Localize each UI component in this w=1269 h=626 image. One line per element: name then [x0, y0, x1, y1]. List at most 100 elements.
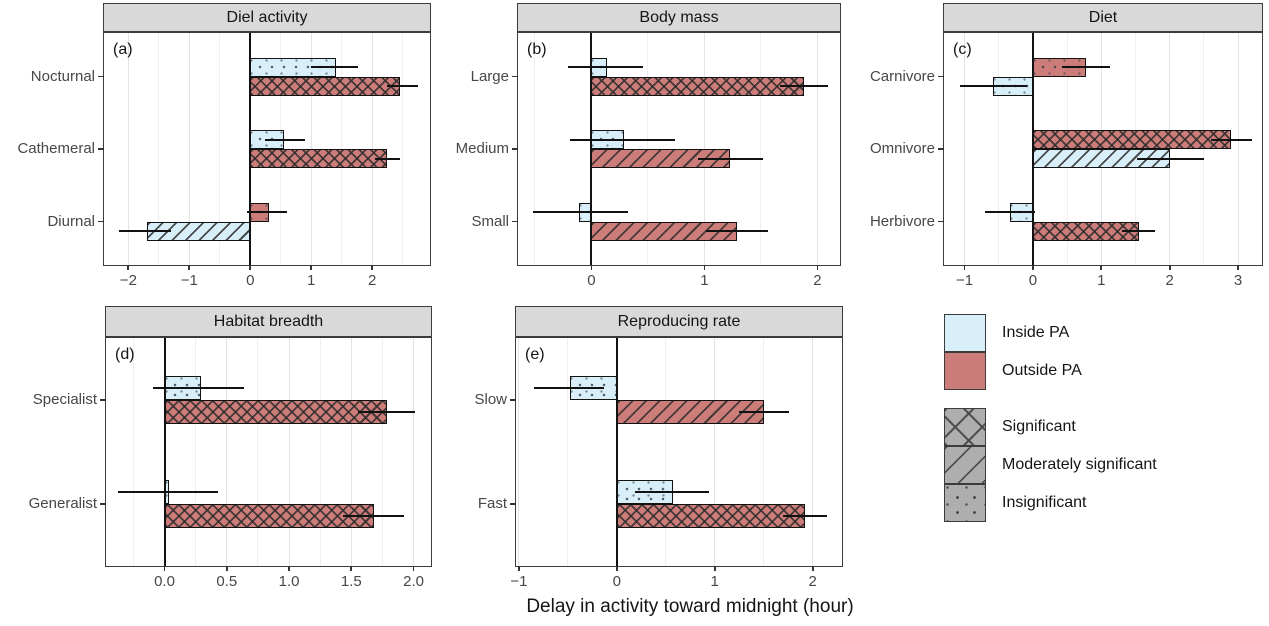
x-axis-tick [127, 265, 130, 270]
x-tick-label: −1 [510, 573, 528, 590]
x-axis-tick [188, 265, 191, 270]
x-tick-label: 2 [813, 272, 822, 289]
x-axis: −1 0 1 2 3 [944, 265, 1262, 299]
y-axis-tick [512, 75, 518, 78]
facet-strip: Diet [943, 3, 1263, 32]
x-axis-tick [963, 265, 966, 270]
category-label-large: Large [470, 67, 509, 85]
major-gridline [413, 338, 415, 566]
facet-strip: Habitat breadth [105, 306, 432, 337]
x-axis-tick [371, 265, 373, 270]
minor-gridline [998, 33, 1000, 265]
error-bar [569, 138, 676, 141]
error-bar [959, 85, 1028, 87]
y-axis-tick [98, 220, 104, 223]
category-label-fast: Fast [477, 494, 507, 512]
legend-label: Moderately significant [1002, 456, 1157, 473]
category-label-herbivore: Herbivore [869, 212, 935, 230]
category-label-generalist: Generalist [28, 494, 97, 512]
major-gridline [226, 338, 228, 566]
x-axis-tick [225, 566, 228, 571]
x-tick-label: 0 [246, 272, 255, 289]
category-label-cathemeral: Cathemeral [17, 140, 95, 157]
category-label-carnivore: Carnivore [869, 67, 935, 85]
x-axis: 0.0 0.5 1.0 1.5 2.0 [106, 566, 431, 600]
major-gridline [188, 33, 190, 265]
x-axis-tick [163, 566, 166, 571]
y-axis-tick [98, 75, 104, 78]
bar-fast-outside-pa [616, 503, 805, 528]
plot-area: (a) −2 −1 0 1 2 Nocturnal Cathemeral Diurnal [17, 32, 431, 289]
x-axis-tick [713, 566, 716, 571]
x-tick-label: 0 [1028, 272, 1038, 289]
error-bar [635, 490, 709, 493]
x-tick-label: 1 [1097, 272, 1106, 289]
x-axis-tick [412, 566, 415, 571]
bar-slow-outside-pa [616, 400, 764, 425]
error-bar [375, 157, 400, 160]
panel-letter: (c) [953, 41, 972, 58]
y-axis-tick [938, 148, 944, 150]
x-tick-label: 1 [710, 573, 719, 590]
legend-label: Inside PA [1002, 324, 1070, 341]
minor-gridline [319, 338, 321, 566]
x-axis-tick [811, 566, 814, 571]
facet-strip: Diel activity [103, 3, 431, 32]
error-bar [697, 157, 764, 160]
major-gridline [816, 33, 818, 265]
x-tick-label: 2.0 [403, 573, 424, 590]
major-gridline [288, 338, 290, 566]
error-bar [342, 514, 404, 517]
error-bar [739, 411, 790, 414]
x-axis-tick [1100, 265, 1103, 270]
plot-area: (b) 0 1 2 Large Medium Small [456, 32, 841, 289]
insignificant-pattern-swatch [944, 484, 986, 522]
error-bar [357, 411, 415, 414]
minor-gridline [132, 338, 134, 566]
y-axis-tick [510, 502, 516, 505]
legend: Inside PA Outside PA Significant Moderat… [944, 314, 1157, 522]
minor-gridline [760, 33, 762, 265]
y-axis-tick [100, 399, 106, 401]
minor-gridline [381, 338, 383, 566]
panel-letter: (b) [527, 41, 547, 58]
major-gridline [714, 338, 716, 566]
error-bar [1062, 66, 1111, 68]
error-bar [265, 138, 306, 141]
bar-omnivore-outside-pa [1032, 130, 1232, 149]
x-axis-tick [310, 265, 313, 270]
facet-strip: Reproducing rate [515, 306, 843, 337]
legend-item-moderately-significant: Moderately significant [944, 446, 1157, 484]
minor-gridline [534, 33, 536, 265]
bar-generalist-outside-pa [164, 503, 374, 528]
major-gridline [350, 338, 352, 566]
zero-reference-line [163, 338, 166, 566]
panel-letter: (e) [525, 346, 545, 363]
x-axis-tick [703, 265, 706, 270]
error-bar [705, 230, 768, 232]
major-gridline [964, 33, 966, 265]
legend-item-insignificant: Insignificant [944, 484, 1157, 522]
category-label-nocturnal: Nocturnal [30, 67, 95, 85]
x-axis-tick [1032, 265, 1034, 270]
x-axis-tick [590, 265, 593, 270]
minor-gridline [219, 33, 221, 265]
error-bar [153, 387, 245, 390]
x-tick-label: 0.0 [154, 573, 175, 590]
minor-gridline [1203, 33, 1205, 265]
x-axis: 0 1 2 [518, 265, 840, 299]
plot-area: (d) 0.0 0.5 1.0 1.5 2.0 Specialist Generalist [29, 337, 432, 590]
legend-item-outside-pa: Outside PA [944, 352, 1157, 390]
x-tick-label: 1.5 [340, 573, 362, 590]
panel-title: Diel activity [226, 8, 308, 26]
x-tick-label: 2 [808, 573, 817, 590]
y-axis-tick [512, 220, 518, 223]
y-axis-tick [938, 220, 944, 223]
error-bar [1121, 230, 1155, 232]
panel-title: Reproducing rate [617, 312, 741, 330]
bar-herbivore-outside-pa [1032, 221, 1139, 241]
legend-item-inside-pa: Inside PA [944, 314, 1157, 352]
error-bar [247, 211, 287, 213]
major-gridline [1169, 33, 1171, 265]
